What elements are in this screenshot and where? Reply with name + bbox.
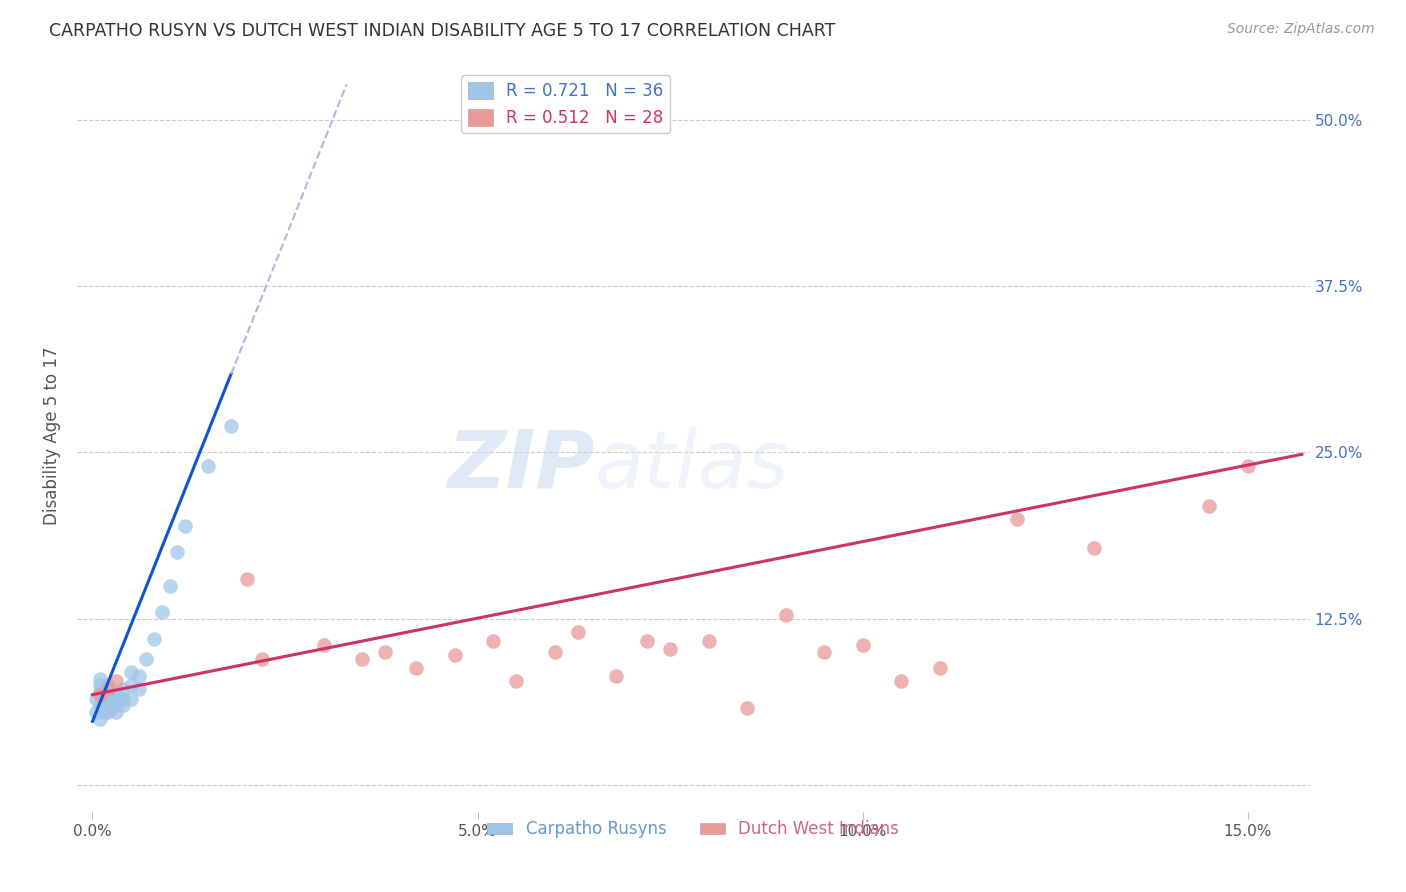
Point — [108, 691, 131, 706]
Point — [89, 672, 111, 686]
Point — [135, 652, 157, 666]
Point — [97, 682, 120, 697]
Point — [1237, 458, 1260, 473]
Point — [659, 642, 682, 657]
Point — [235, 572, 257, 586]
Point — [112, 698, 135, 713]
Point — [852, 639, 875, 653]
Point — [928, 661, 950, 675]
Point — [112, 691, 135, 706]
Point — [1005, 512, 1028, 526]
Point — [93, 685, 115, 699]
Point — [174, 518, 197, 533]
Point — [567, 625, 589, 640]
Point — [86, 705, 108, 719]
Point — [120, 665, 142, 679]
Point — [120, 691, 142, 706]
Point — [405, 661, 427, 675]
Point — [697, 634, 720, 648]
Point — [890, 674, 912, 689]
Point — [97, 678, 120, 692]
Text: atlas: atlas — [595, 427, 789, 505]
Point — [128, 669, 150, 683]
Point — [482, 634, 505, 648]
Point — [813, 645, 835, 659]
Point — [100, 691, 122, 706]
Point — [636, 634, 658, 648]
Point — [197, 458, 219, 473]
Point — [312, 639, 335, 653]
Point — [89, 698, 111, 713]
Point — [605, 669, 627, 683]
Point — [505, 674, 527, 689]
Point — [104, 698, 127, 713]
Point — [150, 605, 173, 619]
Point — [100, 701, 122, 715]
Point — [89, 685, 111, 699]
Point — [143, 632, 166, 646]
Point — [97, 696, 120, 710]
Point — [250, 652, 273, 666]
Point — [159, 578, 181, 592]
Point — [104, 705, 127, 719]
Point — [443, 648, 465, 662]
Point — [1083, 541, 1105, 556]
Point — [1198, 499, 1220, 513]
Point — [104, 685, 127, 699]
Point — [120, 678, 142, 692]
Point — [97, 688, 120, 702]
Point — [104, 674, 127, 689]
Text: ZIP: ZIP — [447, 427, 595, 505]
Point — [89, 712, 111, 726]
Point — [543, 645, 565, 659]
Text: CARPATHO RUSYN VS DUTCH WEST INDIAN DISABILITY AGE 5 TO 17 CORRELATION CHART: CARPATHO RUSYN VS DUTCH WEST INDIAN DISA… — [49, 22, 835, 40]
Point — [352, 652, 374, 666]
Point — [112, 682, 135, 697]
Point — [166, 545, 188, 559]
Point — [219, 418, 242, 433]
Point — [775, 607, 797, 622]
Text: Source: ZipAtlas.com: Source: ZipAtlas.com — [1227, 22, 1375, 37]
Point — [93, 705, 115, 719]
Point — [89, 688, 111, 702]
Point — [128, 682, 150, 697]
Point — [86, 691, 108, 706]
Y-axis label: Disability Age 5 to 17: Disability Age 5 to 17 — [44, 346, 60, 525]
Legend: Carpatho Rusyns, Dutch West Indians: Carpatho Rusyns, Dutch West Indians — [481, 814, 905, 845]
Point — [89, 678, 111, 692]
Point — [735, 701, 758, 715]
Point — [93, 698, 115, 713]
Point — [374, 645, 396, 659]
Point — [97, 705, 120, 719]
